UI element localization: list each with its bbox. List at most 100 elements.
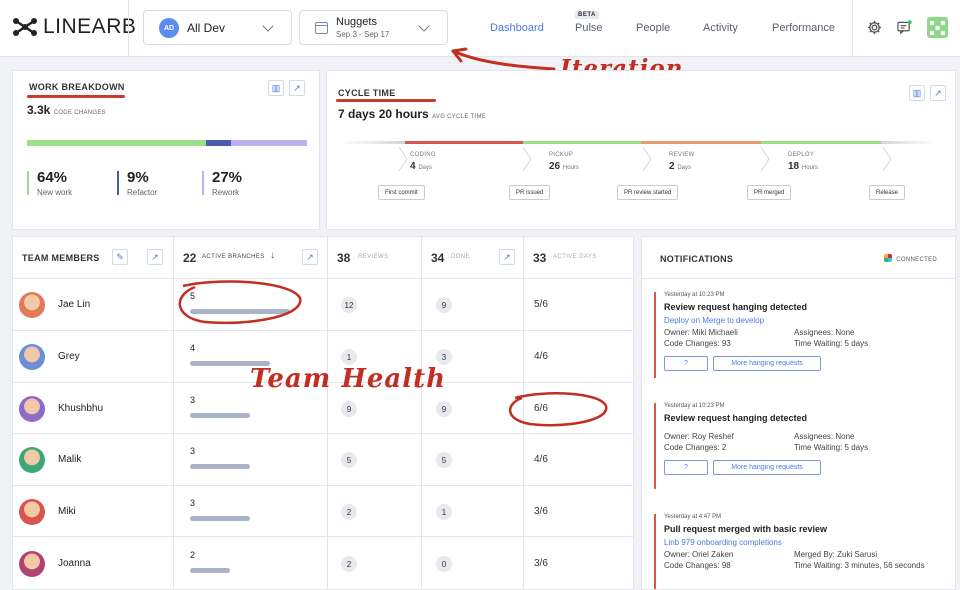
member-name[interactable]: Jae Lin [58, 299, 91, 310]
member-avatar [19, 551, 45, 577]
table-row[interactable]: Miki 3 2 1 3/6 [13, 486, 633, 537]
rework-pct: 27% [212, 169, 243, 186]
days-cell: 3/6 [524, 486, 633, 536]
table-row[interactable]: Grey 4 1 3 4/6 [13, 331, 633, 383]
pickup-segment [523, 141, 641, 144]
event-pr-issued[interactable]: PR issued [509, 185, 551, 200]
iteration-title: Nuggets [336, 16, 377, 28]
branches-bar [190, 516, 250, 521]
done-value: 3 [436, 349, 452, 365]
event-release[interactable]: Release [869, 185, 906, 200]
team-members-title: TEAM MEMBERS [22, 253, 100, 263]
sort-arrow-icon[interactable]: ↓ [270, 250, 275, 261]
notification-item: Yesterday at 10:23 PM Review request han… [654, 292, 944, 378]
notification-link[interactable]: Linb 979 onboarding completions [664, 538, 782, 547]
feedback-icon[interactable] [897, 20, 912, 35]
header-team-members: TEAM MEMBERS ✎ ↗ [13, 237, 174, 279]
branches-value: 4 [190, 343, 196, 353]
expand-icon[interactable]: ↗ [147, 249, 163, 265]
nav-activity[interactable]: Activity [703, 22, 738, 34]
expand-icon[interactable]: ↗ [289, 80, 305, 96]
branches-value: 3 [190, 446, 196, 456]
iteration-selector[interactable]: Nuggets Sep 3 - Sep 17 [299, 10, 448, 45]
chevron-down-icon [418, 20, 430, 32]
done-cell: 9 [422, 279, 524, 330]
reviews-cell: 12 [328, 279, 422, 330]
member-cell: Joanna [13, 537, 174, 589]
team-selector[interactable]: AD All Dev [143, 10, 292, 45]
branches-value: 2 [190, 550, 196, 560]
branches-bar [190, 413, 250, 418]
more-hanging-requests-button[interactable]: More hanging requests [713, 460, 821, 475]
reviews-value: 1 [341, 349, 357, 365]
branches-cell: 4 [174, 331, 328, 382]
nav-performance[interactable]: Performance [772, 22, 835, 34]
branches-cell: 2 [174, 537, 328, 589]
meta-owner: Owner: Miki Michaeli [664, 328, 738, 337]
refactor-pct: 9% [127, 169, 149, 186]
gear-icon[interactable] [867, 20, 882, 35]
reviews-value: 2 [341, 504, 357, 520]
days-cell: 4/6 [524, 331, 633, 382]
chart-icon[interactable]: ▥ [909, 85, 925, 101]
legend-marker [202, 171, 204, 195]
notification-headline: Review request hanging detected [664, 302, 808, 312]
connection-status: CONNECTED [884, 254, 937, 263]
code-changes-total: 3.3k CODE CHANGES [27, 103, 106, 117]
reviews-value: 9 [341, 401, 357, 417]
active-days-value: 3/6 [534, 506, 548, 517]
done-value: 5 [436, 452, 452, 468]
member-name[interactable]: Joanna [58, 558, 91, 569]
reviews-value: 2 [341, 556, 357, 572]
event-pr-review-started[interactable]: PR review started [617, 185, 679, 200]
meta-code-changes: Code Changes: 93 [664, 339, 731, 348]
timeline-start [341, 141, 405, 144]
edit-icon[interactable]: ✎ [112, 249, 128, 265]
refactor-label: Refactor [127, 188, 158, 197]
nav-pulse[interactable]: Pulse [575, 22, 603, 34]
chart-icon[interactable]: ▥ [268, 80, 284, 96]
logo[interactable]: LINEARB [12, 15, 136, 39]
more-hanging-requests-button[interactable]: More hanging requests [713, 356, 821, 371]
member-name[interactable]: Grey [58, 351, 80, 362]
member-name[interactable]: Malik [58, 454, 82, 465]
expand-icon[interactable]: ↗ [499, 249, 515, 265]
expand-icon[interactable]: ↗ [302, 249, 318, 265]
event-pr-merged[interactable]: PR merged [747, 185, 792, 200]
meta-right-2: Time Waiting: 5 days [794, 443, 869, 452]
table-row[interactable]: Jae Lin 5 12 9 5/6 [13, 279, 633, 331]
header-reviews[interactable]: 38 REVIEWS [328, 237, 422, 279]
help-button[interactable]: ? [664, 356, 708, 371]
nav-people[interactable]: People [636, 22, 671, 34]
header-done[interactable]: 34 DONE ↗ [422, 237, 524, 279]
calendar-icon [315, 22, 328, 34]
branches-value: 5 [190, 291, 196, 301]
active-days-value: 4/6 [534, 351, 548, 362]
days-count: 33 [533, 251, 547, 265]
header-active-days[interactable]: 33 ACTIVE DAYS [524, 237, 633, 279]
coding-segment [405, 141, 523, 144]
user-avatar[interactable] [927, 17, 948, 38]
meta-code-changes: Code Changes: 2 [664, 443, 727, 452]
table-row[interactable]: Malik 3 5 5 4/6 [13, 434, 633, 486]
member-name[interactable]: Khushbhu [58, 403, 104, 414]
expand-icon[interactable]: ↗ [930, 85, 946, 101]
event-first-commit[interactable]: First commit [378, 185, 425, 200]
done-count: 34 [431, 251, 445, 265]
notification-actions: ? More hanging requests [664, 350, 944, 371]
done-cell: 3 [422, 331, 524, 382]
title-underline-annotation [336, 99, 436, 102]
pickup-value: 26 Hours [549, 161, 579, 172]
help-button[interactable]: ? [664, 460, 708, 475]
branches-bar [190, 464, 250, 469]
annotation-arrow [451, 47, 556, 71]
reviews-cell: 1 [328, 331, 422, 382]
header-active-branches[interactable]: 22 ACTIVE BRANCHES ↓ ↗ [174, 237, 328, 279]
work-breakdown-title: WORK BREAKDOWN [29, 82, 125, 92]
member-name[interactable]: Miki [58, 506, 76, 517]
table-row[interactable]: Joanna 2 2 0 3/6 [13, 537, 633, 589]
notification-item: Yesterday at 4:47 PM Pull request merged… [654, 514, 944, 589]
notification-link[interactable]: Deploy on Merge to develop [664, 316, 765, 325]
nav-dashboard[interactable]: Dashboard [490, 22, 544, 34]
reviews-cell: 9 [328, 383, 422, 433]
